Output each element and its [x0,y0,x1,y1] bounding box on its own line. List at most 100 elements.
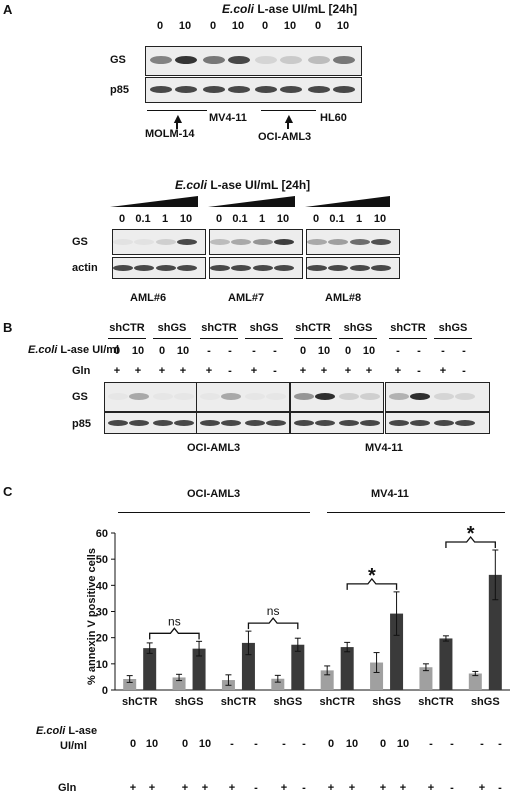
gln-value: - [302,782,306,794]
p85-band [333,86,355,93]
b-p85-band [434,420,454,426]
group-label: shGS [249,322,279,334]
panel-a-sub-triangles [110,196,390,207]
p85-band [308,86,330,93]
b-blot-p85 [104,412,198,434]
gln-value: + [348,782,356,794]
dose-label: 0 [156,20,164,32]
b-gs-band [315,393,335,400]
b-gs-band [455,393,475,400]
bar [241,642,255,690]
panel-a-molm-underline [147,110,207,111]
lase-value: 10 [317,345,331,357]
gln-value: + [344,365,352,377]
sub-actin-band [134,265,154,271]
sub-blot-actin [209,257,303,279]
b-gs-band [434,393,454,400]
sub-dose-label: 1 [161,213,169,225]
lase-value: 10 [145,738,159,750]
significance-label: * [467,523,475,545]
sub-gs-band [134,239,154,245]
b-blot-p85 [290,412,384,434]
x-tick-label: shCTR [122,696,158,708]
gln-value: - [273,365,277,377]
b-p85-band [266,420,286,426]
gs-band [175,56,197,64]
lase-value: - [462,345,466,357]
bar [340,647,354,690]
x-tick-label: shGS [273,696,302,708]
group-label: shCTR [295,322,331,334]
y-tick-label: 60 [96,528,108,540]
sub-blot-gs [112,229,206,255]
b-p85-band [200,420,220,426]
gln-value: - [417,365,421,377]
lase-value: 0 [129,738,137,750]
lase-value: 0 [327,738,335,750]
lase-value: - [429,738,433,750]
lase-value: - [230,738,234,750]
lase-value: - [498,738,502,750]
patient-aml7: AML#7 [228,292,265,304]
panel-a-cell-oci: OCI-AML3 [258,131,312,143]
significance-bracket [346,577,398,590]
sub-dose-label: 0.1 [329,213,345,225]
y-tick-label: 50 [96,554,108,566]
p85-band [280,86,302,93]
patient-aml6: AML#6 [130,292,167,304]
b-gs-band [360,393,380,400]
dose-label: 10 [336,20,350,32]
group-underline [434,338,472,339]
panel-a-title-italic: E.coli [222,2,255,16]
sub-gs-band [231,239,251,245]
lase-value: - [396,345,400,357]
sub-gs-band [274,239,294,245]
group-underline [108,338,146,339]
b-p85-band [129,420,149,426]
b-p85-band [153,420,173,426]
panel-a-arrow-oci-icon: ▲ [282,110,296,126]
sub-dose-label: 10 [179,213,193,225]
gs-band [280,56,302,64]
sub-dose-label: 0 [215,213,223,225]
b-gs-band [221,393,241,400]
gln-value: + [394,365,402,377]
group-underline [245,338,283,339]
panel-a-blot-gs [145,46,362,76]
p85-band [255,86,277,93]
group-label: shGS [438,322,468,334]
panel-a-sub-row-gs: GS [72,236,88,248]
gln-value: + [134,365,142,377]
bar [271,678,285,690]
gln-value: + [129,782,137,794]
bar [468,673,482,690]
panel-a-arrow-molm-stem [176,120,178,129]
gln-value: + [228,782,236,794]
gs-band [308,56,330,64]
lase-value: - [480,738,484,750]
gln-value: + [478,782,486,794]
b-p85-band [294,420,314,426]
y-axis-label: % annexin V positive cells [86,548,98,685]
gln-value: + [181,782,189,794]
b-p85-band [108,420,128,426]
triangle-aml7 [208,196,295,207]
b-blot-gs [290,382,384,412]
bar [419,667,433,690]
panel-b-lase-rest: L-ase UI/ml [57,344,120,356]
dose-label: 10 [178,20,192,32]
b-p85-band [410,420,430,426]
sub-dose-label: 0 [312,213,320,225]
gln-value: - [498,782,502,794]
panel-a-row-label-p85: p85 [110,84,129,96]
patient-aml8: AML#8 [325,292,362,304]
lase-value: - [450,738,454,750]
gln-value: - [450,782,454,794]
sub-blot-gs [209,229,303,255]
b-gs-band [108,393,128,400]
panel-a-sub-title: E.coli L-ase UI/mL [24h] [175,178,310,192]
sub-gs-band [328,239,348,245]
sub-blot-actin [112,257,206,279]
panel-a-blot-p85 [145,77,362,103]
sub-gs-band [210,239,230,245]
